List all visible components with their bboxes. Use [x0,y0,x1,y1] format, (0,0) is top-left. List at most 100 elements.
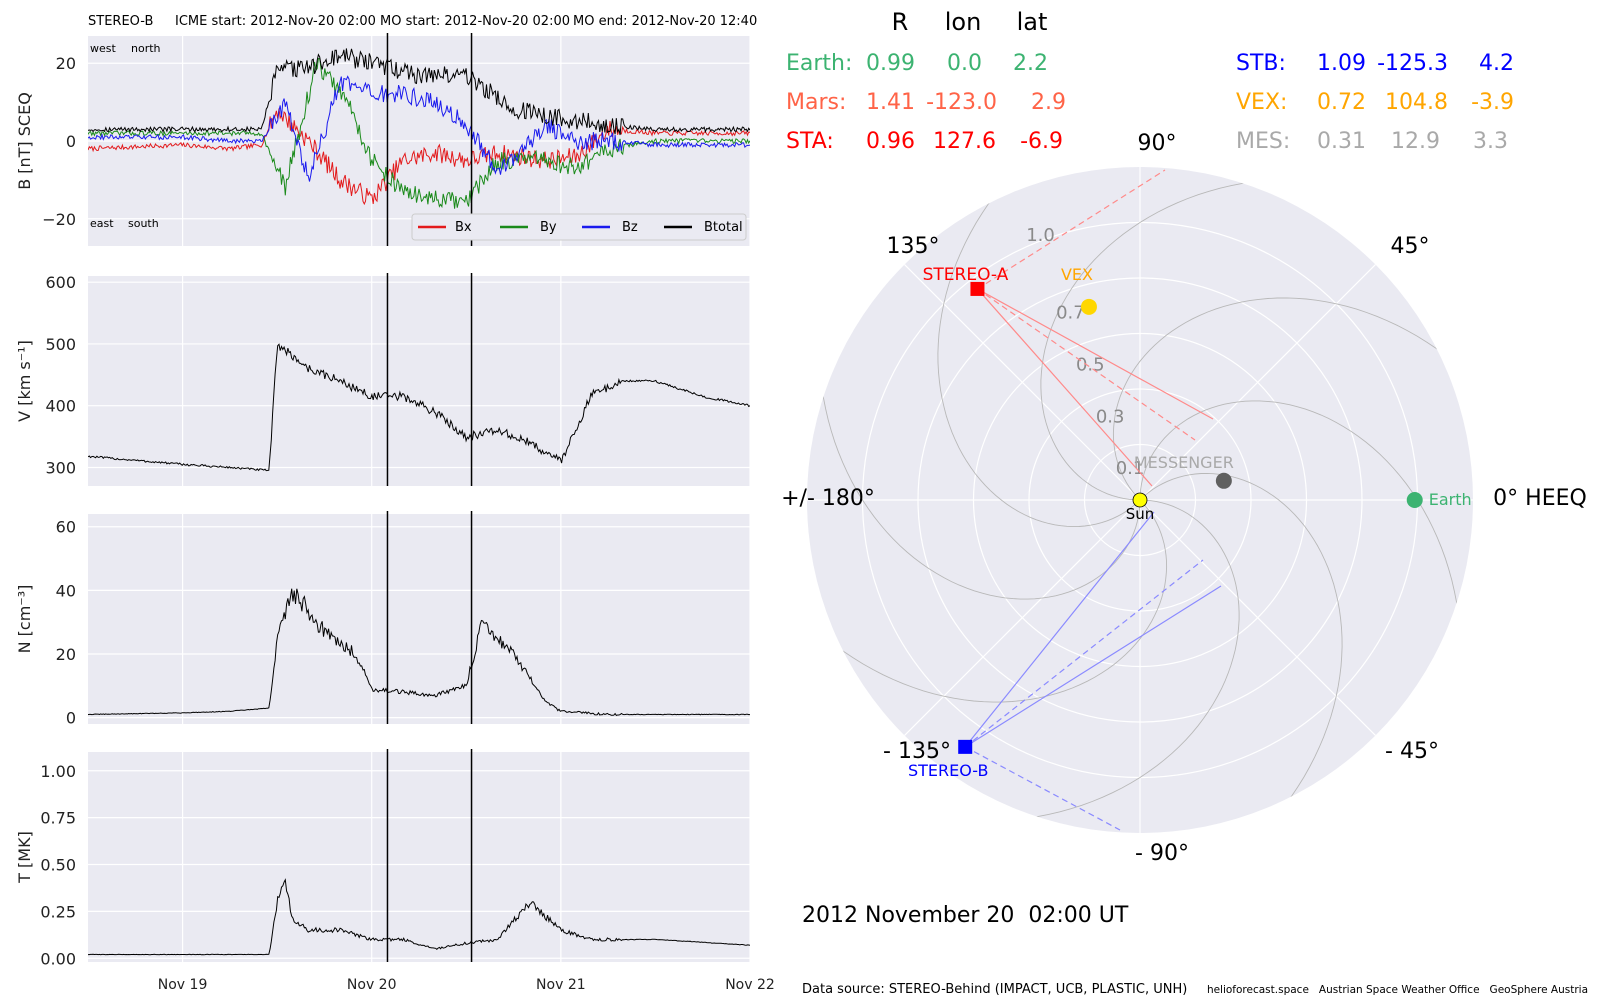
row-earth-lon: 0.0 [947,51,982,76]
row-mes-name: MES: [1236,129,1290,154]
plot-area [88,752,750,962]
south-label: south [128,217,159,230]
y-tick-label: 500 [45,335,76,354]
series-line-btotal [88,48,750,136]
vex-label: VEX [1061,265,1093,284]
x-tick-label: Nov 21 [536,977,586,993]
y-tick-label: −20 [42,210,76,229]
angle-label: 90° [1138,131,1177,156]
y-axis-label: N [cm⁻³] [15,585,34,654]
angle-label: 135° [887,234,940,259]
row-mes-r: 0.31 [1317,129,1366,154]
y-tick-label: 1.00 [40,762,76,781]
panel-b: 20 0 −20 B [nT] SCEQ [15,33,751,246]
row-vex-r: 0.72 [1317,90,1366,115]
earth-marker [1406,492,1423,508]
legend-label-bz: Bz [622,220,638,235]
series-line-bx [88,108,750,206]
panel-v: 600 500 400 300 V [km s⁻¹] [15,273,751,486]
row-sta-r: 0.96 [866,129,915,154]
row-sta-lat: -6.9 [1020,129,1063,154]
x-tick-label: Nov 19 [158,977,208,993]
credits: helioforecast.space Austrian Space Weath… [1207,984,1588,996]
row-mars-lat: 2.9 [1031,90,1066,115]
angle-label: - 135° [883,739,951,764]
stb-sun-line [964,511,1155,748]
row-stb-name: STB: [1236,51,1286,76]
radius-tick-label: 0.3 [1096,406,1125,427]
series-line-bz [88,75,750,182]
stereo-a-label: STEREO-A [923,265,1009,285]
y-tick-label: 600 [45,273,76,292]
north-label: north [131,42,161,55]
stereo-a-marker [970,281,985,296]
row-mes-lon: 12.9 [1391,129,1440,154]
row-earth-name: Earth: [786,51,852,76]
x-tick-label: Nov 22 [725,977,775,993]
series-group [88,48,750,209]
series-line-v [88,343,750,472]
parker-spiral [1139,472,1343,833]
row-mes-lat: 3.3 [1473,129,1508,154]
east-label: east [90,217,114,230]
series-line-t [88,878,750,956]
col-header-r: R [892,8,909,36]
stereo-b-label: STEREO-B [908,761,988,780]
legend: Bx By Bz Btotal [411,213,747,241]
timestamp: 2012 November 20 02:00 UT [802,903,1129,928]
sta-cme-dashed [977,288,1196,441]
col-header-lat: lat [1017,8,1048,36]
stb-cme-line [964,585,1222,748]
parker-spiral [1040,178,1330,501]
row-vex-lon: 104.8 [1385,90,1448,115]
position-table: R lon lat Earth: 0.99 0.0 2.2 Mars: 1.41… [786,8,1514,154]
vex-marker [1080,298,1097,315]
row-earth-r: 0.99 [866,51,915,76]
y-tick-label: 0.25 [40,902,76,921]
y-tick-label: 60 [56,518,76,537]
radius-tick-label: 1.0 [1026,225,1055,246]
legend-label-bx: Bx [455,220,472,235]
x-tick-label: Nov 20 [347,977,397,993]
angle-label: 45° [1391,234,1430,259]
radius-tick-label: 0.1 [1116,458,1145,479]
panel-n: 60 40 20 0 N [cm⁻³] [15,511,751,728]
mo-start-label: MO start: 2012-Nov-20 02:00 [380,14,570,29]
row-mars-lon: -123.0 [926,90,997,115]
y-tick-label: 0.00 [40,949,76,968]
y-axis-label: B [nT] SCEQ [15,92,34,190]
y-tick-label: 0 [66,709,76,728]
y-tick-label: 0.75 [40,809,76,828]
panel-t: Nov 19 Nov 20 Nov 21 Nov 22 1.00 0.75 0.50 0.25… [15,749,775,993]
sun-marker [1132,492,1148,508]
row-stb-lon: -125.3 [1377,51,1448,76]
legend-label-bt: Btotal [704,220,743,235]
icme-start-label: ICME start: 2012-Nov-20 02:00 [175,14,376,29]
col-header-lon: lon [945,8,982,36]
messenger-marker [1215,472,1232,489]
mo-end-label: MO end: 2012-Nov-20 12:40 [573,14,757,29]
series-group [88,588,750,716]
row-vex-lat: -3.9 [1471,90,1514,115]
stb-cme-dashed [964,559,1204,748]
angle-label: - 45° [1385,739,1439,764]
y-axis-label: V [km s⁻¹] [15,340,34,422]
row-stb-lat: 4.2 [1479,51,1514,76]
series-group [88,878,750,956]
parker-spiral [807,499,1168,703]
west-label: west [90,42,116,55]
row-stb-r: 1.09 [1317,51,1366,76]
legend-label-by: By [540,220,557,235]
radius-tick-label: 0.5 [1076,354,1105,375]
y-tick-label: 0.50 [40,856,76,875]
messenger-label: MESSENGER [1134,453,1234,472]
series-line-n [88,588,750,716]
angle-label: +/- 180° [781,486,875,511]
y-tick-label: 20 [56,645,76,664]
parker-spiral [818,310,1141,600]
sta-sun-line [977,288,1153,487]
sun-label: Sun [1126,505,1155,523]
sta-outer-dashed [977,169,1166,290]
row-mars-name: Mars: [786,90,846,115]
